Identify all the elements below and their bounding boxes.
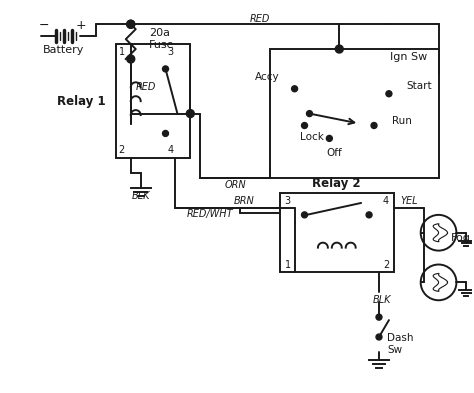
Circle shape xyxy=(292,86,298,92)
Text: 3: 3 xyxy=(167,47,173,57)
Text: Start: Start xyxy=(407,81,432,91)
Circle shape xyxy=(127,20,135,28)
Text: 1: 1 xyxy=(284,259,291,270)
Text: Ign Sw: Ign Sw xyxy=(390,52,428,62)
Text: BRN: BRN xyxy=(234,196,255,206)
Text: RED: RED xyxy=(136,82,156,92)
Text: Accy: Accy xyxy=(255,72,280,82)
Circle shape xyxy=(307,110,312,117)
Text: BLK: BLK xyxy=(131,191,150,201)
Circle shape xyxy=(127,20,135,28)
Text: Relay 2: Relay 2 xyxy=(312,176,361,189)
Circle shape xyxy=(366,212,372,218)
Text: RED: RED xyxy=(250,14,270,24)
Circle shape xyxy=(376,334,382,340)
Circle shape xyxy=(301,123,308,129)
Circle shape xyxy=(301,212,308,218)
Text: RED/WHT: RED/WHT xyxy=(187,209,234,219)
Circle shape xyxy=(186,110,194,118)
Text: Run: Run xyxy=(392,116,412,125)
Circle shape xyxy=(127,55,135,63)
Text: Relay 1: Relay 1 xyxy=(57,95,105,108)
Text: BLK: BLK xyxy=(373,295,391,305)
Text: 3: 3 xyxy=(284,196,291,206)
Text: 2: 2 xyxy=(383,259,389,270)
Text: Fog: Fog xyxy=(450,233,470,243)
Text: ORN: ORN xyxy=(224,180,246,190)
Text: 2: 2 xyxy=(118,145,125,155)
Text: Battery: Battery xyxy=(43,45,84,55)
Text: 4: 4 xyxy=(383,196,389,206)
Circle shape xyxy=(371,123,377,129)
Text: Dash
Sw: Dash Sw xyxy=(387,333,413,355)
Text: YEL: YEL xyxy=(400,196,418,206)
Text: 1: 1 xyxy=(119,47,125,57)
Circle shape xyxy=(163,130,168,136)
Circle shape xyxy=(335,45,343,53)
Circle shape xyxy=(386,91,392,97)
Text: 4: 4 xyxy=(167,145,173,155)
Circle shape xyxy=(163,66,168,72)
Text: Off: Off xyxy=(327,148,342,158)
Text: Lock: Lock xyxy=(300,132,323,142)
Circle shape xyxy=(376,314,382,320)
Text: 20a
Fuse: 20a Fuse xyxy=(149,28,174,50)
Circle shape xyxy=(327,136,332,141)
Text: −: − xyxy=(39,19,50,32)
Text: +: + xyxy=(76,19,86,32)
